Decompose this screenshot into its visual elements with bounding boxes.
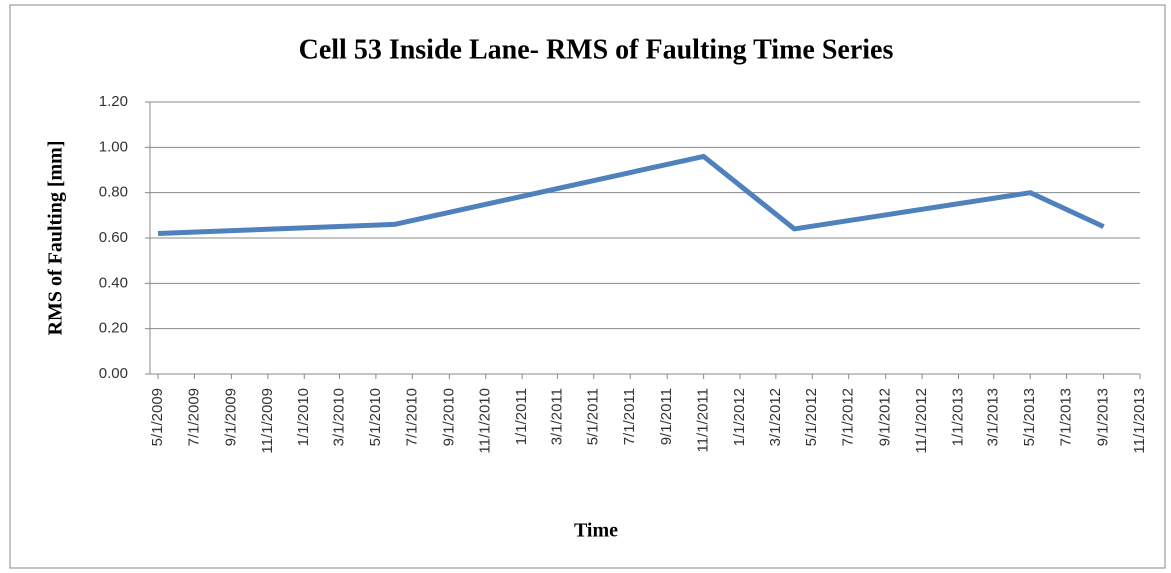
x-tick-label: 5/1/2012 bbox=[803, 388, 820, 446]
x-axis-label: Time bbox=[574, 520, 618, 542]
y-tick-label: 0.20 bbox=[99, 320, 128, 337]
x-tick-label: 9/1/2012 bbox=[877, 388, 894, 446]
x-tick-label: 7/1/2010 bbox=[403, 388, 420, 446]
x-tick-label: 7/1/2009 bbox=[185, 388, 202, 446]
x-tick-label: 1/1/2013 bbox=[949, 388, 966, 446]
y-tick-label: 0.80 bbox=[99, 184, 128, 201]
y-tick-label: 0.00 bbox=[99, 365, 128, 382]
chart-title: Cell 53 Inside Lane- RMS of Faulting Tim… bbox=[299, 34, 894, 65]
y-tick-label: 1.00 bbox=[99, 138, 128, 155]
data-line bbox=[157, 153, 1105, 236]
x-tick-label: 11/1/2010 bbox=[477, 388, 494, 454]
y-tick-label: 0.40 bbox=[99, 274, 128, 291]
y-tick-label: 1.20 bbox=[99, 93, 128, 110]
x-tick-label: 3/1/2011 bbox=[548, 388, 565, 445]
x-tick-label: 11/1/2013 bbox=[1131, 388, 1148, 454]
x-tick-label: 7/1/2012 bbox=[840, 388, 857, 446]
x-tick-label: 7/1/2013 bbox=[1058, 388, 1075, 446]
x-tick-label: 11/1/2009 bbox=[259, 388, 276, 454]
x-tick-label: 5/1/2011 bbox=[585, 388, 602, 445]
y-axis-label: RMS of Faulting [mm] bbox=[45, 141, 67, 336]
x-tick-label: 3/1/2013 bbox=[985, 388, 1002, 446]
x-tick-label: 9/1/2011 bbox=[658, 388, 675, 445]
x-tick-label: 1/1/2011 bbox=[513, 388, 530, 445]
x-tick-label: 1/1/2012 bbox=[731, 388, 748, 446]
x-tick-label: 11/1/2011 bbox=[695, 388, 712, 453]
x-tick-label: 3/1/2010 bbox=[330, 388, 347, 446]
x-tick-label: 7/1/2011 bbox=[621, 388, 638, 445]
x-tick-label: 9/1/2013 bbox=[1095, 388, 1112, 446]
x-tick-label: 1/1/2010 bbox=[295, 388, 312, 446]
x-tick-label: 9/1/2009 bbox=[222, 388, 239, 446]
x-tick-label: 11/1/2012 bbox=[913, 388, 930, 454]
x-tick-label: 9/1/2010 bbox=[440, 388, 457, 446]
chart-border bbox=[9, 4, 1166, 569]
x-tick-label: 3/1/2012 bbox=[767, 388, 784, 446]
x-tick-label: 5/1/2013 bbox=[1021, 388, 1038, 446]
x-tick-label: 5/1/2010 bbox=[367, 388, 384, 446]
x-tick-label: 5/1/2009 bbox=[149, 388, 166, 446]
y-tick-label: 0.60 bbox=[99, 229, 128, 246]
